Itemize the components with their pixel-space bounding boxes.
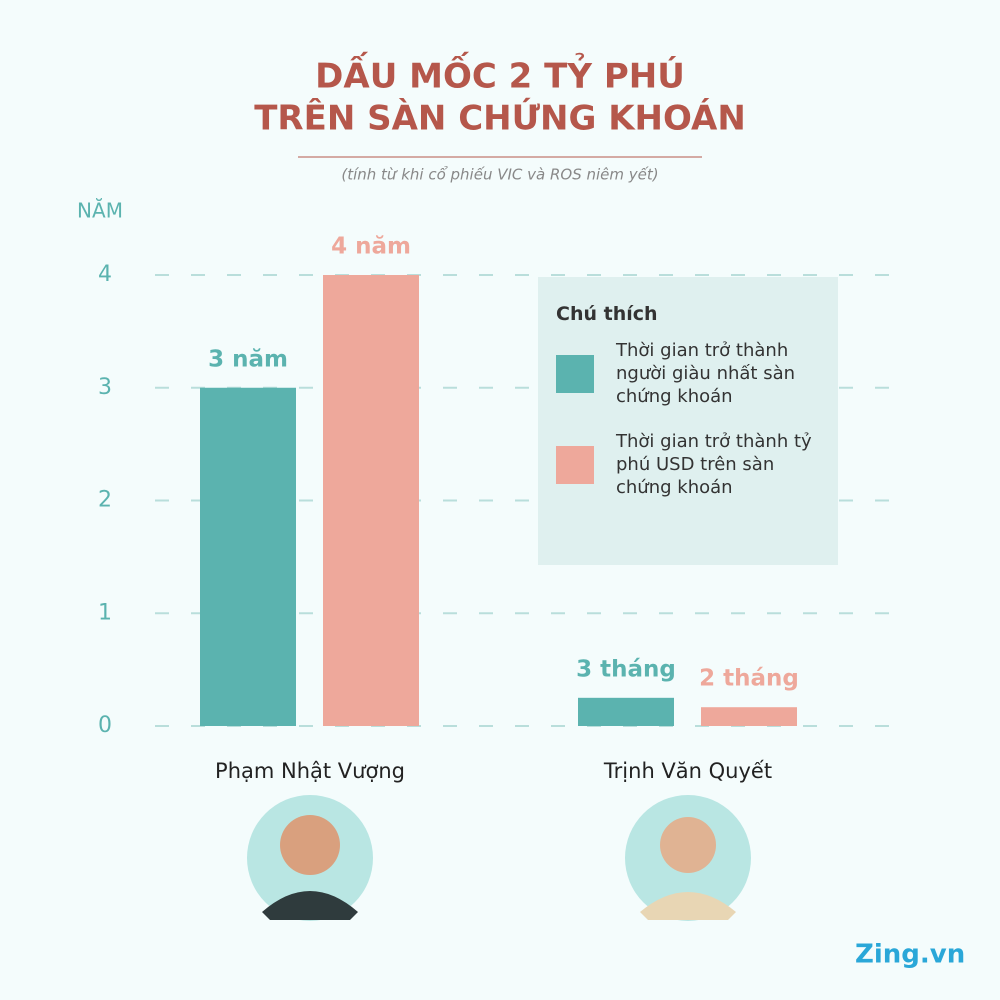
value-label: 3 năm — [208, 346, 288, 372]
y-tick-label: 4 — [98, 262, 112, 287]
chart-title: TRÊN SÀN CHỨNG KHOÁN — [254, 98, 746, 139]
value-label: 4 năm — [331, 234, 411, 260]
legend-title: Chú thích — [556, 303, 658, 325]
x-tick-label: Phạm Nhật Vượng — [215, 759, 405, 783]
y-tick-label: 3 — [98, 375, 112, 400]
x-tick-label: Trịnh Văn Quyết — [603, 759, 772, 783]
legend-label: Thời gian trở thành người giàu nhất sàn … — [616, 340, 796, 407]
avatar — [247, 795, 373, 921]
value-label: 3 tháng — [576, 656, 676, 682]
bar — [323, 275, 419, 726]
legend: Chú thích Thời gian trở thành người giàu… — [538, 277, 838, 565]
source-logo: Zing.vn — [855, 940, 965, 970]
value-label: 2 tháng — [699, 666, 799, 692]
chart-title: DẤU MỐC 2 TỶ PHÚ — [315, 52, 685, 97]
subtitle: (tính từ khi cổ phiếu VIC và ROS niêm yế… — [341, 166, 658, 184]
y-tick-label: 2 — [98, 488, 112, 513]
legend-swatch — [556, 354, 594, 393]
legend-item: Thời gian trở thành người giàu nhất sàn … — [556, 339, 820, 408]
legend-item: Thời gian trở thành tỷ phú USD trên sàn … — [556, 430, 820, 499]
bar — [200, 387, 296, 726]
avatar — [625, 795, 751, 921]
y-tick-label: 1 — [98, 600, 112, 625]
legend-swatch — [556, 445, 594, 484]
y-tick-label: 0 — [98, 713, 112, 738]
y-axis-label: NĂM — [77, 199, 123, 223]
bar — [701, 707, 797, 726]
legend-label: Thời gian trở thành tỷ phú USD trên sàn … — [616, 431, 812, 498]
bar — [578, 697, 674, 726]
